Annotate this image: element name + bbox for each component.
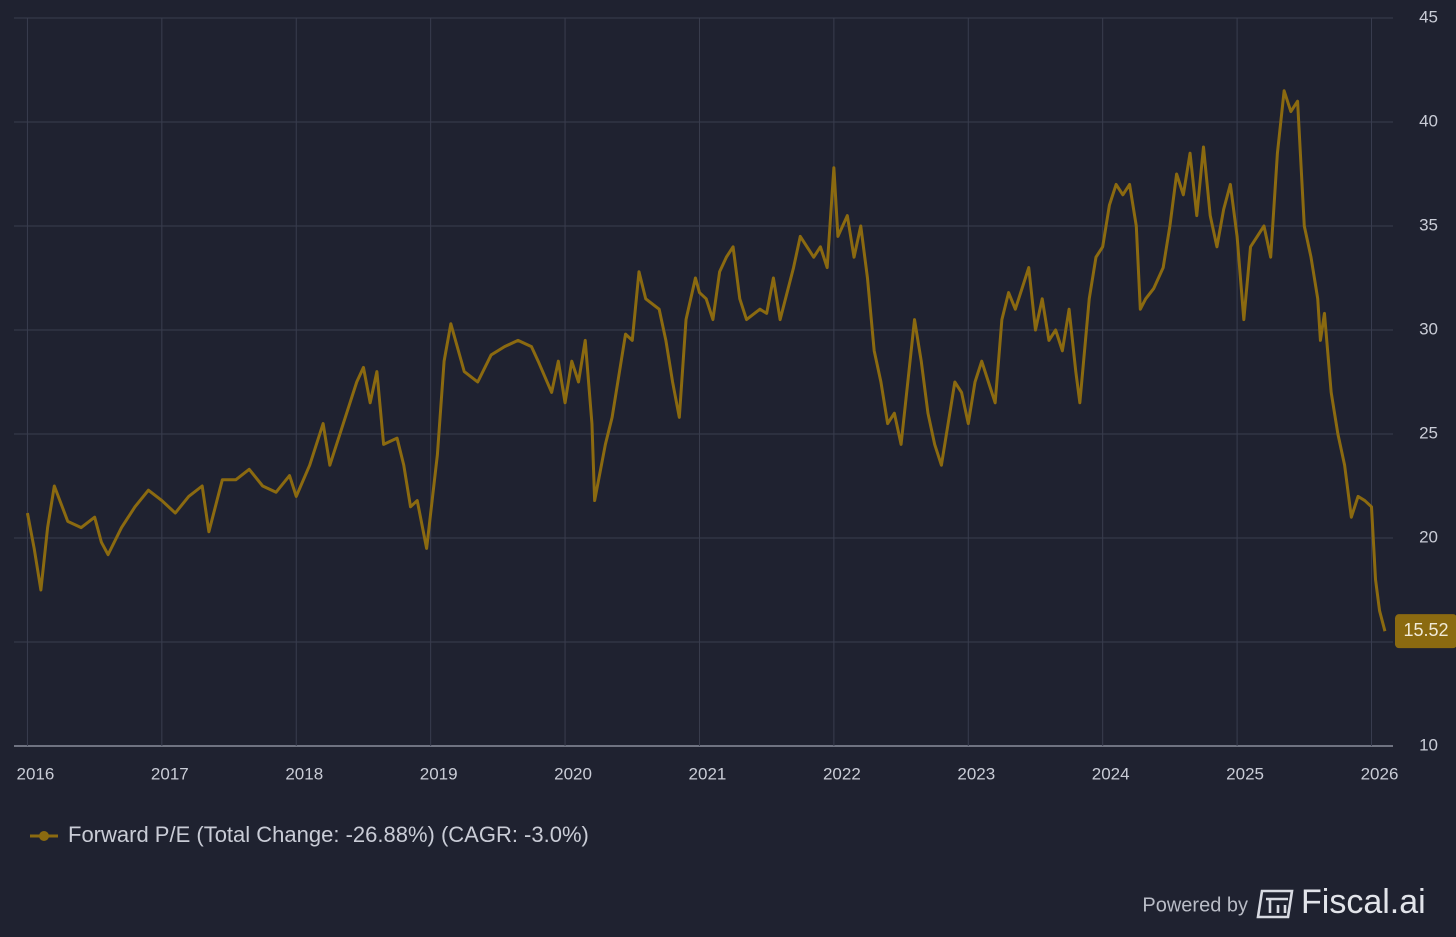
x-tick-label: 2023 xyxy=(957,764,995,783)
powered-by: Powered by xyxy=(1142,894,1248,916)
y-tick-label: 30 xyxy=(1419,319,1438,338)
brand-icon xyxy=(1256,889,1294,919)
x-tick-label: 2016 xyxy=(17,764,55,783)
plot: 15.52 xyxy=(25,89,1456,649)
y-tick-label: 20 xyxy=(1419,527,1438,546)
x-tick-label: 2022 xyxy=(823,764,861,783)
y-tick-label: 25 xyxy=(1419,423,1438,442)
y-tick-label: 45 xyxy=(1419,7,1438,26)
y-tick-label: 35 xyxy=(1419,215,1438,234)
y-tick-label: 40 xyxy=(1419,111,1438,130)
x-tick-label: 2021 xyxy=(689,764,727,783)
last-value-box xyxy=(1395,614,1456,649)
series-line xyxy=(25,89,1387,632)
x-tick-label: 2024 xyxy=(1092,764,1130,783)
legend-dot xyxy=(39,831,49,841)
x-tick-label: 2026 xyxy=(1361,764,1399,783)
x-tick-label: 2017 xyxy=(151,764,189,783)
last-value-label: 15.52 xyxy=(1403,620,1448,640)
x-tick-label: 2019 xyxy=(420,764,458,783)
x-tick-label: 2018 xyxy=(285,764,323,783)
branding: Powered by Fiscal.ai xyxy=(1142,883,1425,921)
x-tick-label: 2025 xyxy=(1226,764,1264,783)
legend-label: Forward P/E (Total Change: -26.88%) (CAG… xyxy=(68,822,589,847)
legend: Forward P/E (Total Change: -26.88%) (CAG… xyxy=(30,822,589,847)
x-tick-label: 2020 xyxy=(554,764,592,783)
grid: 1015202530354045201620172018201920202021… xyxy=(14,7,1438,783)
y-tick-label: 10 xyxy=(1419,735,1438,754)
brand: Fiscal.ai xyxy=(1301,883,1426,921)
